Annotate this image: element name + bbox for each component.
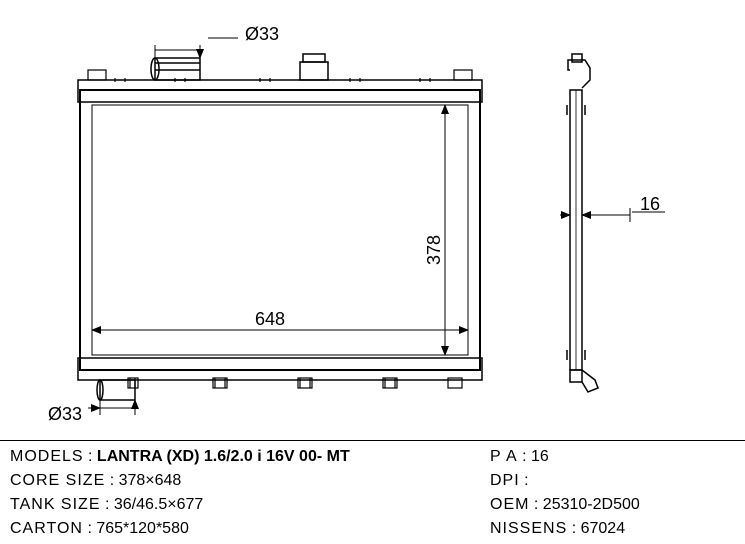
models-label: MODELS <box>10 448 84 465</box>
bottom-phi-label: Ø33 <box>48 404 82 424</box>
oem-label: OEM <box>490 496 529 513</box>
height-dimension: 378 <box>424 105 455 355</box>
technical-drawing: 648 378 Ø33 Ø33 <box>0 10 745 430</box>
spec-models: MODELS : LANTRA (XD) 1.6/2.0 i 16V 00- M… <box>10 445 490 469</box>
spec-dpi: DPI : <box>490 469 735 493</box>
spec-divider <box>0 440 745 441</box>
spec-core-size: CORE SIZE : 378×648 <box>10 469 490 493</box>
core-size-label: CORE SIZE <box>10 472 105 489</box>
bottom-phi-dimension: Ø33 <box>48 400 135 424</box>
pa-label: P A <box>490 448 518 465</box>
spec-left-col: MODELS : LANTRA (XD) 1.6/2.0 i 16V 00- M… <box>10 445 490 541</box>
top-phi-dimension: Ø33 <box>155 24 279 58</box>
spec-oem: OEM : 25310-2D500 <box>490 493 735 517</box>
height-dim-label: 378 <box>424 235 444 265</box>
nissens-value: 67024 <box>581 520 626 537</box>
tank-size-value: 36/46.5×677 <box>114 496 203 513</box>
width-dim-label: 648 <box>255 309 285 329</box>
carton-value: 765*120*580 <box>96 520 189 537</box>
models-value: LANTRA (XD) 1.6/2.0 i 16V 00- MT <box>97 448 350 465</box>
width-dimension: 648 <box>92 309 468 340</box>
spec-nissens: NISSENS : 67024 <box>490 517 735 541</box>
spec-right-col: P A : 16 DPI : OEM : 25310-2D500 NISSENS… <box>490 445 735 541</box>
carton-label: CARTON <box>10 520 83 537</box>
radiator-diagram: 648 378 Ø33 Ø33 <box>0 10 745 430</box>
bottom-outlet-pipe <box>97 380 135 400</box>
spec-pa: P A : 16 <box>490 445 735 469</box>
spec-carton: CARTON : 765*120*580 <box>10 517 490 541</box>
dpi-label: DPI <box>490 472 520 489</box>
pa-value: 16 <box>531 448 549 465</box>
top-mounts <box>88 70 472 80</box>
top-inlet-pipe <box>151 58 200 80</box>
side-view <box>567 54 598 392</box>
top-cap <box>300 54 328 80</box>
top-phi-label: Ø33 <box>245 24 279 44</box>
oem-value: 25310-2D500 <box>543 496 640 513</box>
nissens-label: NISSENS <box>490 520 567 537</box>
spec-table: MODELS : LANTRA (XD) 1.6/2.0 i 16V 00- M… <box>10 445 735 541</box>
spec-tank-size: TANK SIZE : 36/46.5×677 <box>10 493 490 517</box>
thickness-dim-label: 16 <box>640 194 660 214</box>
tank-size-label: TANK SIZE <box>10 496 101 513</box>
core-size-value: 378×648 <box>119 472 182 489</box>
